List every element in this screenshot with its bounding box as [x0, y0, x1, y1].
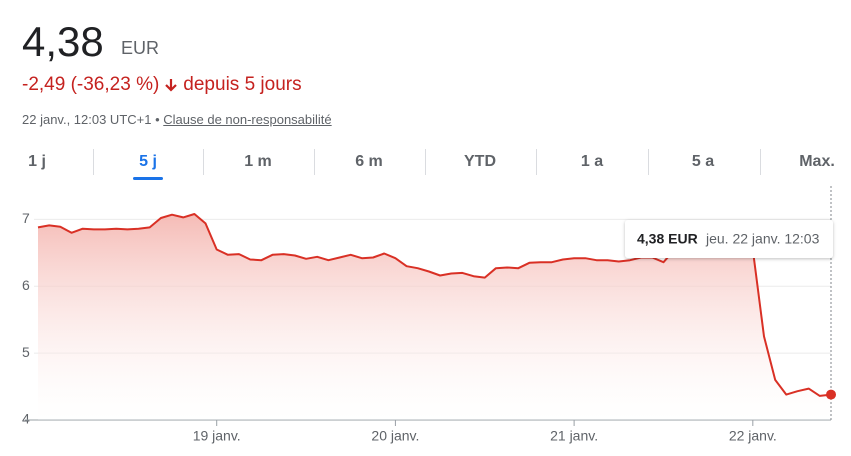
price: 4,38 — [22, 18, 104, 65]
tab-separator — [647, 149, 649, 175]
y-tick-label: 4 — [22, 411, 30, 427]
y-tick-label: 6 — [22, 277, 30, 293]
tab-underline — [133, 177, 163, 180]
down-arrow — [165, 79, 178, 92]
y-tick-label: 7 — [22, 210, 30, 226]
disclaimer-link[interactable]: Clause de non-responsabilité — [163, 112, 332, 127]
last-point — [826, 389, 836, 400]
tooltip: 4,38 EUR jeu. 22 janv. 12:03 — [625, 220, 833, 258]
range-tab[interactable]: 6 m — [355, 153, 383, 170]
x-tick-label: 20 janv. — [371, 428, 419, 444]
range-tab[interactable]: 5 j — [139, 153, 157, 170]
tab-separator — [203, 149, 204, 175]
range-tab[interactable]: 1 m — [244, 153, 272, 170]
change: -2,49 (-36,23 %) depuis 5 jours — [22, 74, 302, 96]
tab-separator — [424, 149, 426, 175]
tab-separator — [92, 149, 94, 175]
y-tick-label: 5 — [22, 344, 30, 360]
timestamp-row: 22 janv., 12:03 UTC+1 • Clause de non-re… — [22, 112, 332, 127]
x-tick-label: 22 janv. — [729, 428, 777, 444]
chart: 4 5 6 7 19 janv. 20 janv. 21 janv. 22 janv. 4,38… — [22, 186, 836, 444]
tab-separator — [760, 149, 761, 175]
period: depuis 5 jours — [183, 74, 302, 95]
range-tab[interactable]: YTD — [464, 153, 496, 170]
timestamp: 22 janv., 12:03 UTC+1 — [22, 112, 152, 127]
change-value: -2,49 (-36,23 %) — [22, 74, 160, 95]
tooltip-price: 4,38 EUR — [637, 231, 698, 247]
currency: EUR — [121, 38, 160, 58]
range-tab[interactable]: Max. — [799, 153, 835, 170]
tab-separator — [536, 149, 537, 175]
range-tab[interactable]: 5 a — [691, 153, 715, 170]
range-tab[interactable]: 1 a — [580, 153, 604, 170]
tooltip-box — [625, 220, 833, 258]
range-tabs: 1 j 5 j 1 m 6 m YTD 1 a 5 a Max. — [0, 145, 851, 181]
range-tab[interactable]: 1 j — [28, 153, 46, 170]
x-tick-label: 19 janv. — [193, 428, 241, 444]
tab-separator — [313, 149, 315, 175]
area — [38, 214, 831, 420]
tooltip-time: jeu. 22 janv. 12:03 — [705, 231, 820, 247]
x-tick-label: 21 janv. — [550, 428, 598, 444]
